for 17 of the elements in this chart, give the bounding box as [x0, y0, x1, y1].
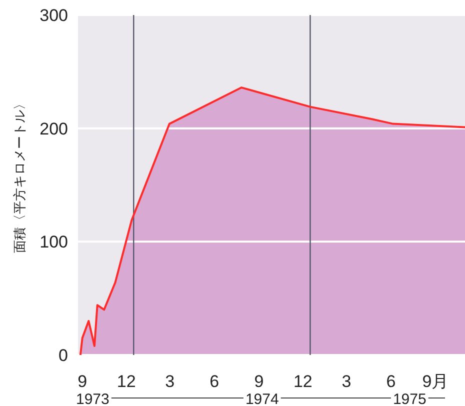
x-tick-label: 9月 [422, 372, 449, 391]
y-tick-label: 200 [40, 119, 68, 138]
x-tick-label: 12 [293, 372, 312, 391]
x-tick-label: 6 [386, 372, 396, 391]
x-tick-label: 12 [116, 372, 136, 391]
text: 1975 [392, 391, 426, 406]
x-tick-label: 3 [342, 372, 352, 391]
text: 1974 [245, 391, 279, 406]
x-tick-label: 9 [254, 372, 264, 391]
y-tick-label: 300 [40, 6, 68, 25]
y-axis-title: 面積〈平方キロメートル〉 [12, 97, 27, 253]
x-tick-label: 6 [210, 372, 220, 391]
text: 1973 [76, 391, 110, 406]
x-tick-label: 9 [78, 372, 88, 391]
y-tick-label: 100 [40, 232, 68, 252]
y-tick-label: 0 [58, 346, 68, 365]
x-tick-label: 3 [165, 372, 175, 391]
